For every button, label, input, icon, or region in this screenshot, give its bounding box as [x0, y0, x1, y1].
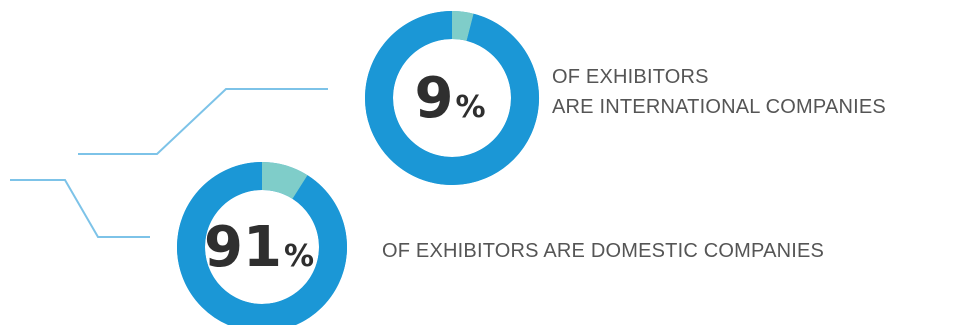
- caption-international: OF EXHIBITORS ARE INTERNATIONAL COMPANIE…: [552, 66, 886, 118]
- stat-value-international: 9%: [414, 66, 485, 131]
- connector-line-top: [78, 88, 328, 155]
- donut-slice-1: [177, 162, 347, 325]
- caption-line-1: OF EXHIBITORS ARE DOMESTIC COMPANIES: [382, 240, 824, 262]
- caption-domestic: OF EXHIBITORS ARE DOMESTIC COMPANIES: [382, 240, 824, 262]
- stat-value-number: 9: [414, 66, 453, 131]
- donut-slices: [365, 11, 539, 185]
- connector-line-bottom: [10, 179, 150, 238]
- donut-chart-international: 9%: [365, 11, 539, 185]
- donut-chart-domestic: 91%: [177, 162, 347, 325]
- caption-line-1: OF EXHIBITORS: [552, 66, 709, 88]
- donut-slices: [177, 162, 347, 325]
- stat-value-unit: %: [455, 90, 485, 125]
- donut-slice-1: [365, 11, 539, 185]
- stat-value-number: 91: [204, 215, 282, 280]
- stat-value-domestic: 91%: [204, 215, 314, 280]
- stat-value-unit: %: [284, 239, 314, 274]
- caption-line-2: ARE INTERNATIONAL COMPANIES: [552, 96, 886, 118]
- donut-slice-0: [451, 11, 474, 41]
- donut-slice-0: [261, 162, 308, 200]
